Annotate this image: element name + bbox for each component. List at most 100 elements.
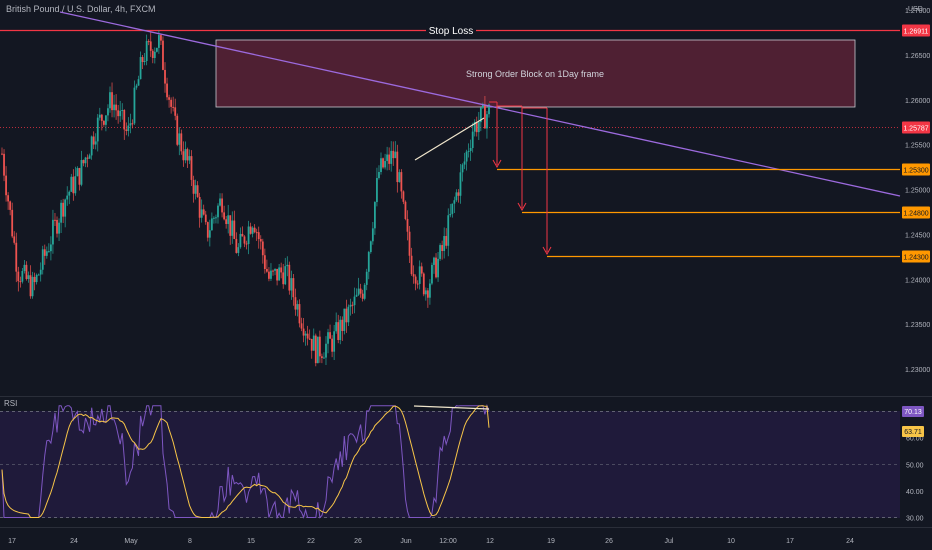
price-tick-label: 1.24500 bbox=[905, 232, 930, 239]
time-label: 24 bbox=[70, 538, 78, 545]
candle-body bbox=[47, 251, 50, 253]
rsi-tick-label: 30.00 bbox=[906, 516, 924, 523]
candle-body bbox=[117, 110, 120, 117]
candle-body bbox=[76, 168, 79, 177]
candle-body bbox=[355, 294, 358, 297]
candle-body bbox=[321, 356, 323, 359]
candle-body bbox=[206, 222, 209, 238]
candle-body bbox=[109, 92, 111, 109]
candle-body bbox=[147, 41, 150, 43]
order-block-label: Strong Order Block on 1Day frame bbox=[466, 69, 604, 79]
candle-body bbox=[280, 267, 283, 273]
candle-body bbox=[408, 231, 411, 256]
candle-body bbox=[318, 336, 321, 357]
candle-body bbox=[282, 272, 285, 285]
candle-body bbox=[365, 271, 368, 285]
candle-body bbox=[310, 338, 313, 351]
candle-body bbox=[441, 245, 444, 252]
candle-body bbox=[137, 79, 140, 86]
candle-body bbox=[186, 149, 189, 161]
order-block-zone[interactable] bbox=[215, 39, 856, 108]
candle-body bbox=[404, 201, 407, 219]
candle-body bbox=[479, 107, 482, 123]
candle-body bbox=[41, 249, 44, 270]
candle-body bbox=[102, 120, 105, 125]
candle-body bbox=[225, 219, 228, 224]
candle-body bbox=[17, 271, 20, 282]
time-label: Jun bbox=[400, 538, 411, 545]
candle-body bbox=[178, 133, 181, 145]
candle-body bbox=[172, 106, 175, 108]
target-3[interactable] bbox=[522, 107, 900, 258]
candle-body bbox=[60, 202, 62, 223]
candle-body bbox=[64, 199, 67, 217]
candle-body bbox=[7, 195, 10, 202]
rsi-divergence-line[interactable] bbox=[413, 405, 490, 410]
candle-body bbox=[125, 129, 128, 132]
candle-body bbox=[369, 241, 372, 253]
candle-body bbox=[88, 155, 91, 159]
candle-body bbox=[243, 236, 246, 244]
candle-body bbox=[347, 306, 350, 323]
price-tick-label: 1.27000 bbox=[905, 8, 930, 15]
price-axis[interactable]: USD 1.27000 1.26500 1.26000 1.25500 1.25000 1… bbox=[905, 6, 930, 374]
candlestick-series bbox=[1, 30, 490, 367]
candle-body bbox=[235, 238, 238, 253]
candle-body bbox=[337, 322, 340, 340]
candle-body bbox=[143, 60, 146, 62]
candle-body bbox=[3, 153, 5, 176]
candle-body bbox=[367, 252, 370, 272]
candle-body bbox=[219, 198, 221, 206]
candle-body bbox=[78, 168, 81, 185]
candle-body bbox=[204, 214, 207, 223]
candle-body bbox=[164, 69, 166, 84]
candle-body bbox=[410, 255, 413, 275]
candle-body bbox=[217, 205, 219, 218]
candle-body bbox=[261, 241, 264, 256]
candle-body bbox=[461, 164, 464, 173]
candle-body bbox=[198, 196, 201, 218]
descending-trendline[interactable] bbox=[59, 11, 901, 197]
time-label: 17 bbox=[8, 538, 16, 545]
candle-body bbox=[453, 200, 456, 204]
candle-body bbox=[477, 122, 480, 133]
candle-body bbox=[386, 154, 389, 161]
target-1[interactable] bbox=[489, 101, 900, 171]
candle-body bbox=[135, 85, 138, 88]
candle-body bbox=[486, 114, 488, 129]
candle-body bbox=[380, 158, 382, 173]
candle-body bbox=[231, 220, 234, 236]
candle-body bbox=[27, 275, 30, 279]
target-1-price-tag: 1.25300 bbox=[902, 163, 930, 176]
svg-text:1.25787: 1.25787 bbox=[903, 126, 928, 133]
candle-body bbox=[259, 239, 262, 242]
candle-body bbox=[196, 185, 199, 197]
candle-body bbox=[459, 172, 462, 196]
candle-body bbox=[359, 288, 362, 294]
time-label: 26 bbox=[354, 538, 362, 545]
candle-body bbox=[416, 283, 419, 285]
candle-body bbox=[400, 172, 403, 192]
candle-body bbox=[251, 227, 254, 234]
price-divergence-line[interactable] bbox=[414, 117, 485, 161]
time-axis[interactable]: 17 24 May 8 15 22 26 Jun 12:00 12 19 26 Jul 10 17 24 bbox=[8, 538, 854, 545]
price-tick-label: 1.23500 bbox=[905, 322, 930, 329]
target-2[interactable] bbox=[497, 105, 900, 214]
candle-body bbox=[208, 230, 211, 238]
candle-body bbox=[439, 245, 441, 259]
candle-body bbox=[455, 192, 458, 201]
time-label: 12 bbox=[486, 538, 494, 545]
candle-body bbox=[72, 176, 75, 194]
candle-body bbox=[290, 278, 293, 291]
candle-body bbox=[131, 123, 134, 125]
candle-body bbox=[376, 178, 378, 203]
candle-body bbox=[192, 179, 195, 194]
candle-body bbox=[357, 288, 360, 295]
candle-body bbox=[457, 192, 460, 196]
candle-body bbox=[174, 107, 177, 116]
time-label: 10 bbox=[727, 538, 735, 545]
candle-body bbox=[249, 226, 252, 234]
rsi-line bbox=[1, 404, 490, 520]
candle-body bbox=[31, 276, 34, 297]
